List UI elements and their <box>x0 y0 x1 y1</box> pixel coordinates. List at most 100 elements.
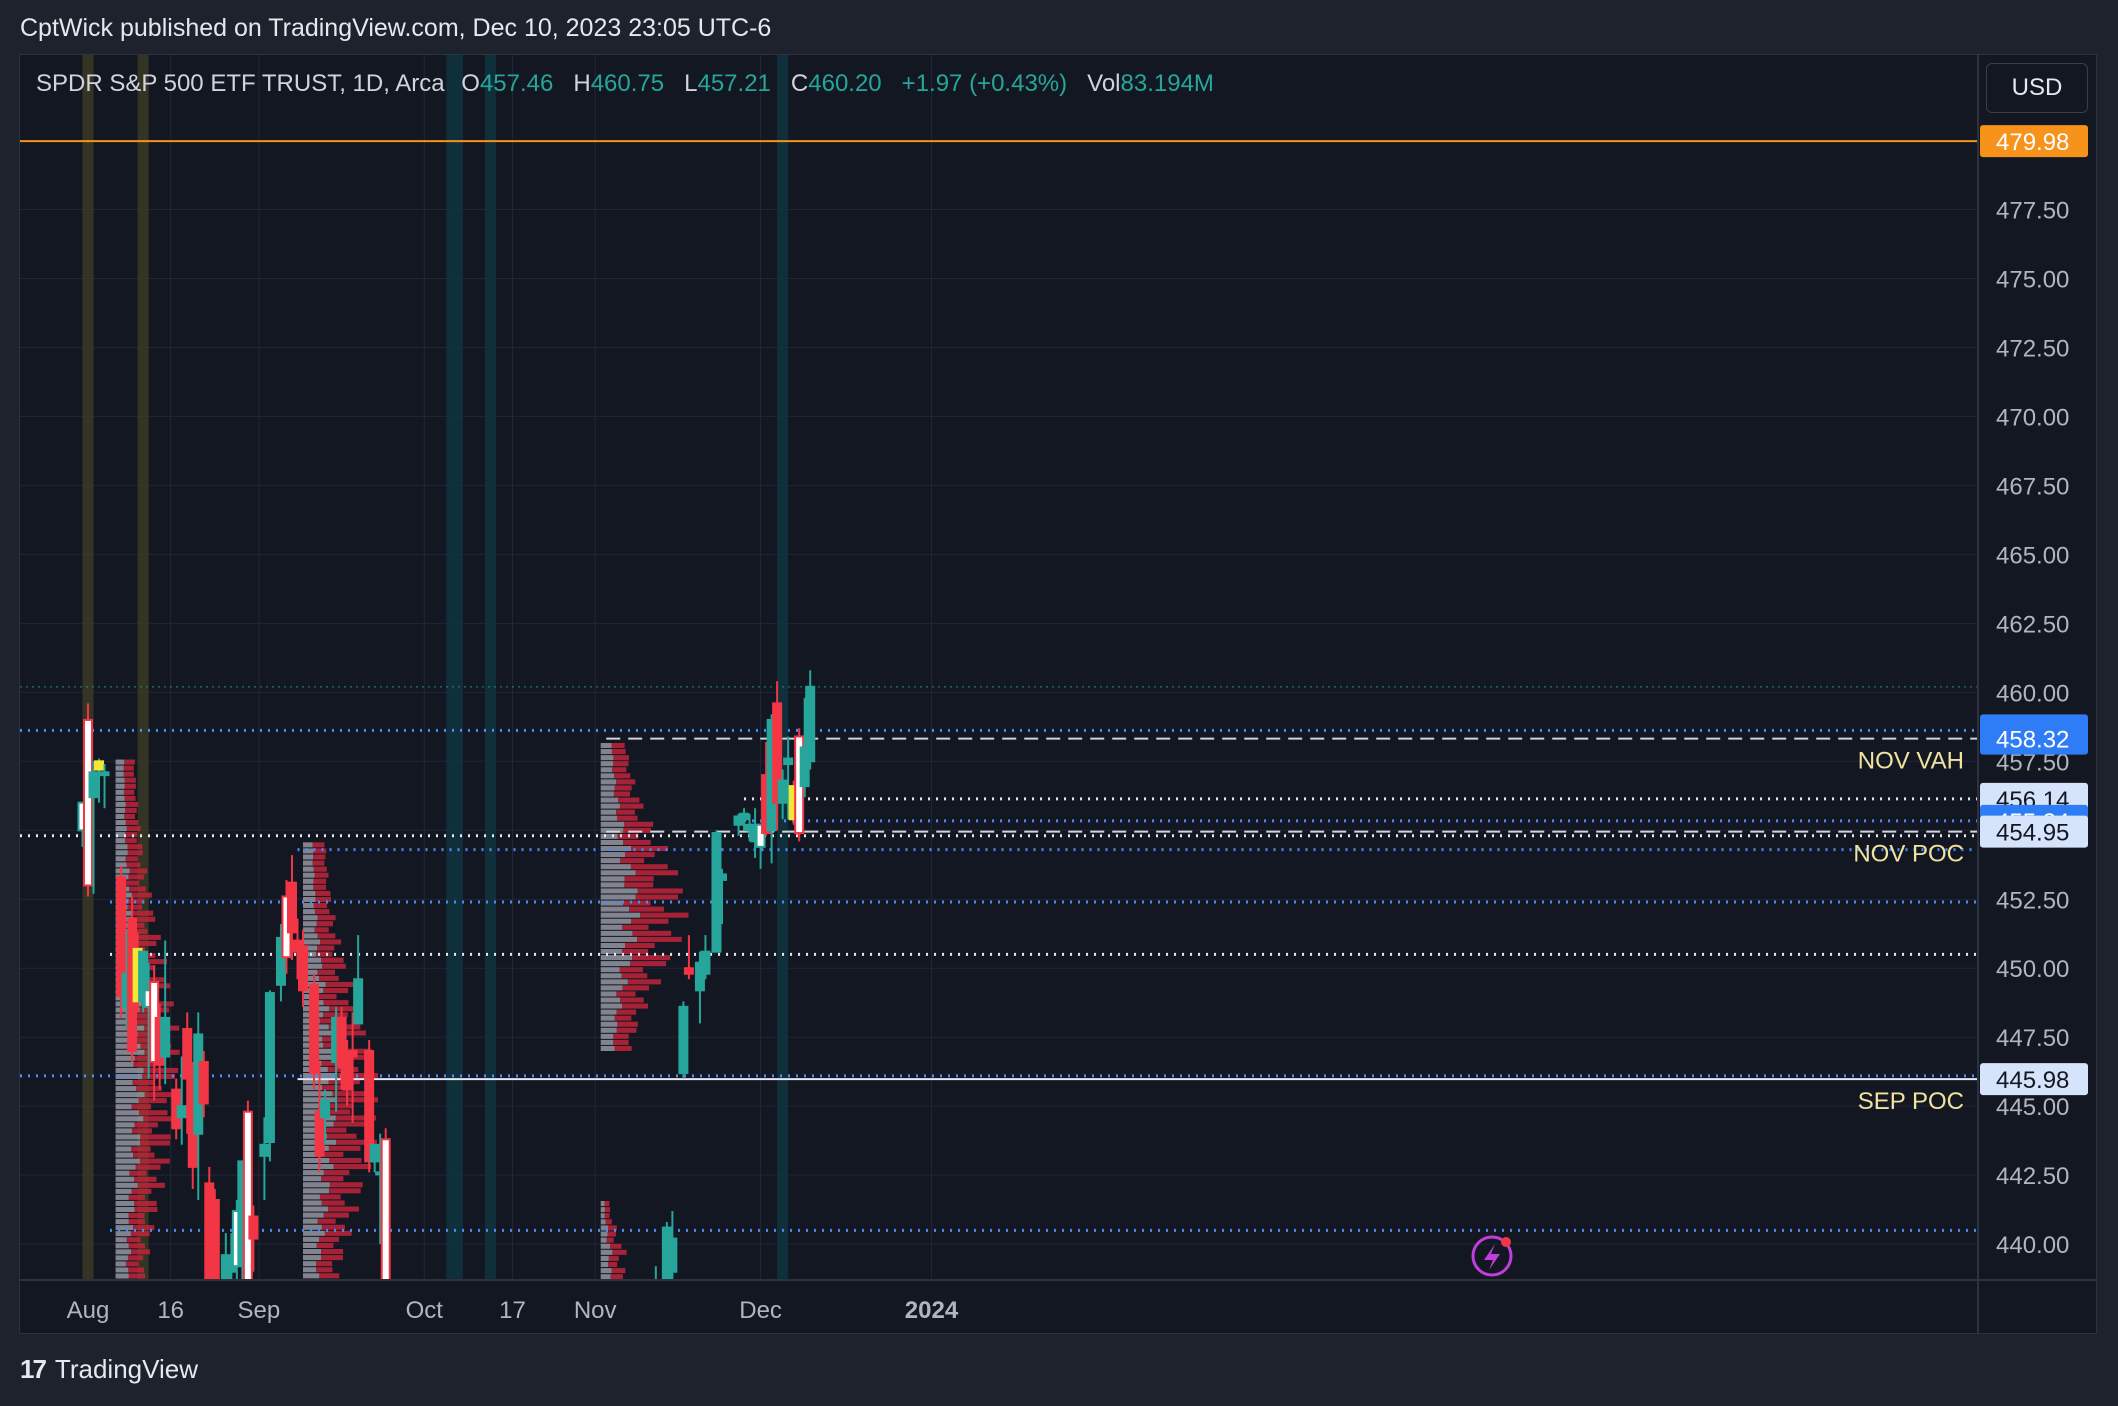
volume-profile-row <box>303 1298 317 1303</box>
lightning-icon <box>1471 1235 1513 1277</box>
volume-profile-row <box>635 894 679 900</box>
volume-profile-row <box>115 1037 132 1043</box>
volume-profile-row <box>325 1103 353 1109</box>
symbol-name[interactable]: SPDR S&P 500 ETF TRUST, 1D, Arca <box>36 70 445 97</box>
volume-profile-row <box>303 1176 322 1182</box>
volume-profile-row <box>303 903 314 909</box>
volume-profile-row <box>616 779 636 785</box>
candle <box>777 769 788 820</box>
candle-body <box>733 815 744 826</box>
currency-button[interactable]: USD <box>1986 63 2088 113</box>
y-tick-label: 465.00 <box>1996 542 2069 569</box>
volume-profile-row <box>600 1274 611 1280</box>
price-badge <box>1980 815 2088 848</box>
volume-profile-row <box>303 957 322 963</box>
volume-profile-row <box>303 1079 329 1085</box>
volume-profile-row <box>128 1273 146 1279</box>
candle <box>369 1143 380 1173</box>
volume-profile-row <box>618 797 640 803</box>
volume-profile-row <box>316 1242 334 1248</box>
volume-profile-row <box>600 936 638 942</box>
volume-profile-row <box>115 1073 143 1080</box>
volume-profile-row <box>624 882 654 888</box>
volume-profile-row <box>132 1080 154 1086</box>
volume-profile-row <box>129 1170 147 1176</box>
volume-profile-row <box>303 1304 315 1309</box>
price-badge <box>1980 1063 2088 1096</box>
price-badge-label: 445.98 <box>1996 1067 2069 1094</box>
volume-profile-row <box>312 842 325 848</box>
candle-body <box>286 881 297 934</box>
volume-profile-row <box>303 945 318 951</box>
candle-body <box>678 1005 689 1075</box>
price-badge <box>1980 125 2088 158</box>
volume-profile-row <box>303 896 316 903</box>
volume-profile-row <box>600 779 617 785</box>
volume-profile-row <box>125 1310 137 1315</box>
candle <box>314 1062 325 1173</box>
volume-profile-row <box>314 927 329 933</box>
volume-profile-row <box>608 1255 619 1261</box>
volume-profile-row <box>624 852 655 858</box>
volume-profile-row <box>303 1322 315 1327</box>
volume-profile-row <box>600 749 612 755</box>
y-tick-label: 450.00 <box>1996 956 2069 983</box>
candle <box>220 1233 231 1280</box>
volume-profile-row <box>115 868 130 874</box>
volume-profile-row <box>303 1248 322 1255</box>
volume-profile-row <box>116 1304 125 1309</box>
volume-profile-row <box>115 783 125 789</box>
volume-profile-row <box>303 1127 323 1133</box>
volume-profile-row <box>611 1268 626 1274</box>
volume-profile-row <box>132 910 154 916</box>
candle-body <box>176 1105 187 1119</box>
volume-profile-row <box>303 878 314 884</box>
volume-profile-row <box>135 934 161 940</box>
volume-profile-row <box>600 845 632 852</box>
volume-profile-row <box>600 1219 606 1225</box>
volume-profile-row <box>115 795 125 801</box>
volume-profile-row <box>624 876 654 882</box>
volume-profile-row <box>116 1316 127 1321</box>
volume-profile-row <box>115 771 124 777</box>
x-tick-label: 16 <box>157 1297 184 1324</box>
close-value: 460.20 <box>808 70 882 97</box>
volume-profile-row <box>115 1188 132 1194</box>
volume-profile-row <box>115 1116 144 1122</box>
volume-profile-row <box>600 955 632 961</box>
candle-body <box>652 1283 660 1311</box>
volume-profile-row <box>619 967 643 973</box>
volume-profile-row <box>128 1292 143 1297</box>
volume-profile-row <box>115 1194 129 1200</box>
volume-profile-row <box>303 1206 329 1212</box>
candle <box>259 1117 270 1200</box>
candle <box>364 1039 375 1173</box>
volume-profile-row <box>303 1261 317 1267</box>
open-label: O <box>461 70 480 97</box>
volume-profile-row <box>600 1231 608 1237</box>
volume-profile-row <box>607 1231 616 1237</box>
tradingview-logo[interactable]: 17 TradingView <box>20 1354 198 1385</box>
candle <box>755 823 766 869</box>
volume-profile-row <box>303 866 314 872</box>
volume-profile-row <box>115 1170 130 1176</box>
volume-profile-row <box>315 1316 330 1321</box>
volume-profile-row <box>335 1115 376 1121</box>
volume-profile-row <box>600 791 614 797</box>
volume-profile-row <box>613 1039 629 1045</box>
volume-profile-row <box>303 1236 320 1242</box>
volume-profile-row <box>129 928 148 934</box>
volume-profile-row <box>128 874 145 880</box>
candle <box>739 808 750 831</box>
volume-profile-row <box>115 1152 134 1158</box>
volume-profile-row <box>600 882 625 888</box>
volume-profile-row <box>303 1316 315 1321</box>
volume-profile-row <box>303 1200 322 1206</box>
candle <box>176 1056 187 1145</box>
volume-profile-row <box>128 1219 145 1225</box>
volume-profile-row <box>320 939 342 945</box>
candle <box>353 935 364 1025</box>
volume-profile-row <box>619 803 644 809</box>
candle-body <box>275 936 286 986</box>
